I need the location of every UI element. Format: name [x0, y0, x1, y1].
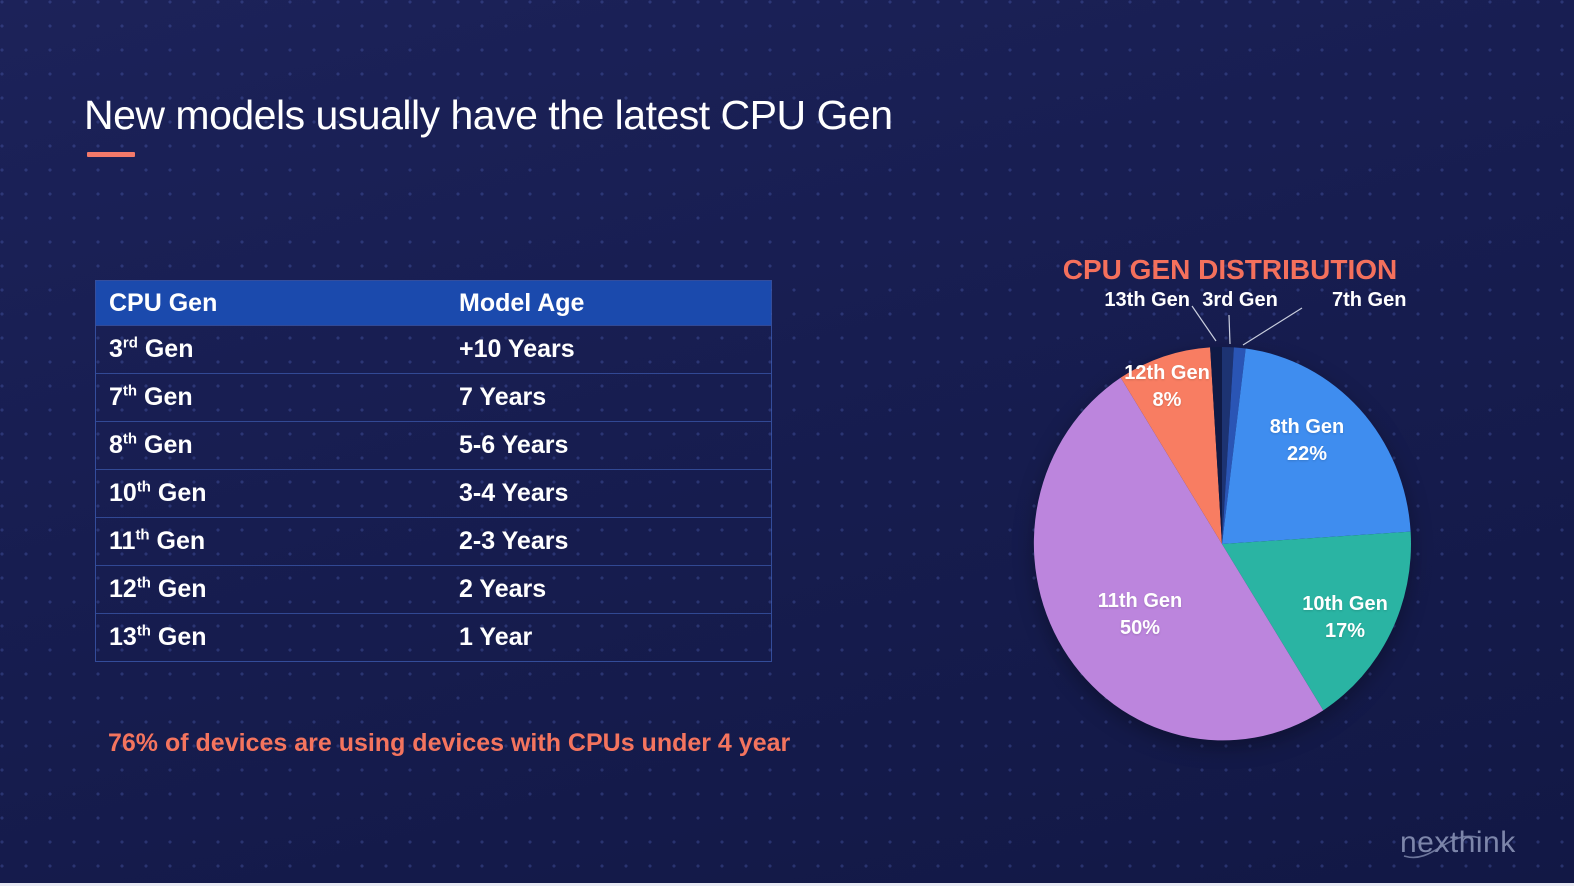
- model-age-cell: 2-3 Years: [459, 527, 569, 555]
- cpu-gen-cell: 3rd Gen: [109, 334, 194, 363]
- table-row: 11th Gen 2-3 Years: [96, 517, 771, 565]
- page-title: New models usually have the latest CPU G…: [84, 92, 893, 138]
- table-row: 3rd Gen +10 Years: [96, 325, 771, 373]
- pie-inside-label-12th-gen: 12th Gen 8%: [1124, 362, 1210, 411]
- leader-line-3rd-gen: [1228, 314, 1231, 345]
- leader-line-13th-gen: [1191, 305, 1217, 342]
- table-row: 7th Gen 7 Years: [96, 373, 771, 421]
- table-row: 12th Gen 2 Years: [96, 565, 771, 613]
- model-age-cell: +10 Years: [459, 335, 575, 363]
- pie-slice-12th-gen: [1120, 347, 1222, 544]
- pie-slice-13th-gen: [1210, 347, 1222, 544]
- leader-lines: [1191, 305, 1303, 346]
- cpu-gen-cell: 8th Gen: [109, 430, 193, 459]
- nexthink-logo-swoosh: [1403, 835, 1481, 859]
- title-accent-bar: [87, 152, 135, 157]
- model-age-cell: 1 Year: [459, 623, 533, 651]
- pie-outside-label-7th-gen: 7th Gen: [1332, 289, 1407, 311]
- nexthink-logo-text: nexthink: [1400, 826, 1516, 859]
- pie-slice-11th-gen: [1033, 377, 1324, 741]
- pie-outside-label-13th-gen: 13th Gen: [1104, 289, 1190, 311]
- table-row: 10th Gen 3-4 Years: [96, 469, 771, 517]
- column-header-cpu-gen: CPU Gen: [109, 288, 218, 317]
- chart-title: CPU GEN DISTRIBUTION: [1062, 254, 1398, 285]
- leader-line-7th-gen: [1242, 307, 1303, 346]
- model-age-cell: 7 Years: [459, 383, 547, 411]
- cpu-gen-cell: 12th Gen: [109, 574, 207, 603]
- nexthink-logo: nexthink: [1400, 826, 1516, 859]
- table-row: 8th Gen 5-6 Years: [96, 421, 771, 469]
- cpu-gen-table: CPU Gen Model Age 3rd Gen +10 Years 7th …: [95, 280, 772, 662]
- pie-outside-label-3rd-gen: 3rd Gen: [1202, 289, 1278, 311]
- model-age-cell: 3-4 Years: [459, 479, 569, 507]
- cpu-gen-cell: 7th Gen: [109, 382, 193, 411]
- cpu-gen-cell: 13th Gen: [109, 622, 207, 651]
- pie-inside-label-10th-gen: 10th Gen 17%: [1302, 593, 1388, 642]
- table-header-row: CPU Gen Model Age: [96, 281, 771, 325]
- cpu-gen-cell: 11th Gen: [109, 526, 206, 555]
- pie-slice-7th-gen: [1222, 347, 1246, 544]
- key-finding-note: 76% of devices are using devices with CP…: [108, 729, 791, 757]
- column-header-model-age: Model Age: [459, 288, 585, 317]
- cpu-gen-cell: 10th Gen: [109, 478, 207, 507]
- pie-slice-8th-gen: [1222, 348, 1411, 544]
- model-age-cell: 2 Years: [459, 575, 547, 603]
- pie-chart: [1033, 347, 1412, 741]
- pie-slice-3rd-gen: [1222, 347, 1234, 544]
- table-row: 13th Gen 1 Year: [96, 613, 771, 661]
- pie-slice-10th-gen: [1222, 531, 1412, 711]
- pie-inside-label-11th-gen: 11th Gen 50%: [1097, 590, 1183, 639]
- model-age-cell: 5-6 Years: [459, 431, 569, 459]
- pie-inside-label-8th-gen: 8th Gen 22%: [1269, 416, 1345, 465]
